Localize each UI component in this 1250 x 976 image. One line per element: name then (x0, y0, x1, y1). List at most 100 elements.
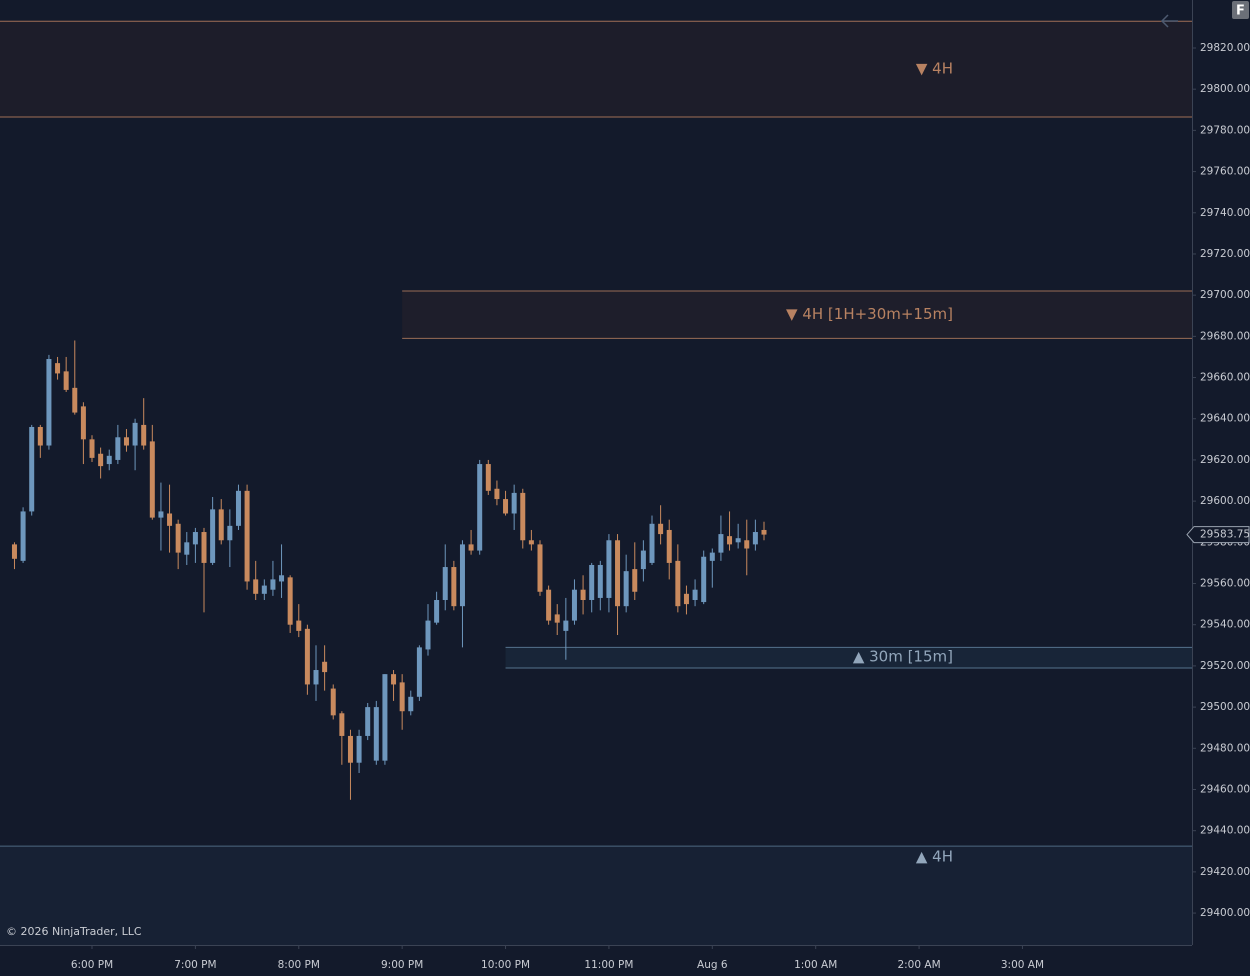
y-tick-label: 29720.00 (1200, 248, 1250, 260)
x-tick-label: 7:00 PM (174, 959, 216, 971)
candle-body (339, 713, 345, 736)
candle-body (63, 371, 69, 390)
candle-body (270, 579, 276, 590)
y-tick-label: 29780.00 (1200, 124, 1250, 136)
candle-body (709, 552, 715, 561)
candle-body (442, 567, 448, 600)
candle-body (520, 492, 526, 541)
y-tick-label: 29640.00 (1200, 413, 1250, 425)
candle-body (416, 647, 422, 697)
zone (505, 647, 1192, 668)
candle-body (666, 529, 672, 563)
candle-body (141, 424, 147, 446)
y-tick-label: 29540.00 (1200, 619, 1250, 631)
x-tick-label: 1:00 AM (794, 959, 837, 971)
y-tick-label: 29420.00 (1200, 866, 1250, 878)
y-tick-label: 29600.00 (1200, 495, 1250, 507)
y-tick-label: 29700.00 (1200, 289, 1250, 301)
candle-body (477, 464, 483, 551)
candle-body (227, 525, 233, 541)
candle-body (727, 536, 733, 545)
copyright: © 2026 NinjaTrader, LLC (6, 925, 142, 938)
candle-body (37, 426, 43, 446)
candle-body (408, 696, 414, 712)
candle-body (106, 455, 112, 465)
candle-body (175, 523, 181, 553)
candle-body (167, 513, 173, 526)
candle-body (261, 585, 267, 594)
y-tick-label: 29660.00 (1200, 372, 1250, 384)
candle-body (29, 426, 35, 512)
f-button[interactable] (1232, 1, 1249, 19)
y-tick-label: 29480.00 (1200, 742, 1250, 754)
y-tick-label: 29520.00 (1200, 660, 1250, 672)
candle-body (253, 579, 259, 594)
candle-body (235, 490, 241, 526)
candle-body (537, 544, 543, 592)
y-tick-label: 29740.00 (1200, 207, 1250, 219)
zone-label: ▲ 4H (916, 848, 953, 866)
candle-body (20, 511, 26, 561)
zone-label: ▼ 4H (916, 60, 953, 78)
candle-body (649, 523, 655, 563)
f-button-label[interactable]: F (1236, 4, 1245, 19)
x-tick-label: 2:00 AM (897, 959, 940, 971)
y-tick-label: 29760.00 (1200, 166, 1250, 178)
candle-body (675, 560, 681, 607)
candle-body (115, 437, 121, 460)
x-tick-label: 11:00 PM (584, 959, 633, 971)
candle-body (132, 422, 138, 446)
x-tick-label: Aug 6 (697, 959, 728, 971)
candle-body (563, 620, 569, 631)
scroll-arrow[interactable] (1160, 14, 1178, 28)
candle-body (89, 439, 95, 458)
candle-body (365, 707, 371, 736)
candle-body (287, 577, 293, 625)
x-tick-label: 8:00 PM (278, 959, 320, 971)
candle-body (373, 707, 379, 761)
candle-body (356, 735, 362, 763)
x-tick-label: 10:00 PM (481, 959, 530, 971)
candle-body (658, 523, 664, 535)
candle-body (718, 534, 724, 553)
candle-body (184, 542, 190, 555)
x-tick-label: 3:00 AM (1001, 959, 1044, 971)
candle-body (72, 387, 78, 413)
candle-body (218, 509, 224, 541)
y-tick-label: 29560.00 (1200, 578, 1250, 590)
candle-body (528, 540, 534, 545)
candle-body (503, 499, 509, 514)
candle-body (313, 670, 319, 685)
candle-body (347, 735, 353, 763)
last-price-marker (1186, 526, 1250, 544)
candle-body (683, 593, 689, 605)
candle-body (304, 628, 310, 685)
candle-body (434, 599, 440, 623)
candle-body (192, 532, 198, 545)
candle-body (752, 532, 758, 545)
candle-body (580, 589, 586, 600)
candle-body (149, 441, 155, 518)
candle-body (623, 571, 629, 607)
zone-label: ▼ 4H [1H+30m+15m] (786, 305, 953, 323)
last-price-label: 29583.75 (1200, 529, 1250, 541)
candle-body (761, 529, 767, 535)
candle-body (201, 532, 207, 563)
candle-body (322, 661, 328, 673)
candle-body (451, 567, 457, 607)
candle-body (382, 674, 388, 761)
candle-body (494, 488, 500, 500)
candle-body (735, 538, 741, 543)
y-tick-label: 29620.00 (1200, 454, 1250, 466)
y-tick-label: 29820.00 (1200, 42, 1250, 54)
y-tick-label: 29680.00 (1200, 330, 1250, 342)
zone-label: ▲ 30m [15m] (853, 647, 953, 665)
zone (402, 291, 1192, 339)
candle-body (589, 564, 595, 600)
y-tick-label: 29500.00 (1200, 701, 1250, 713)
candle-body (244, 490, 250, 582)
candle-body (80, 406, 86, 440)
candle-body (279, 575, 285, 582)
